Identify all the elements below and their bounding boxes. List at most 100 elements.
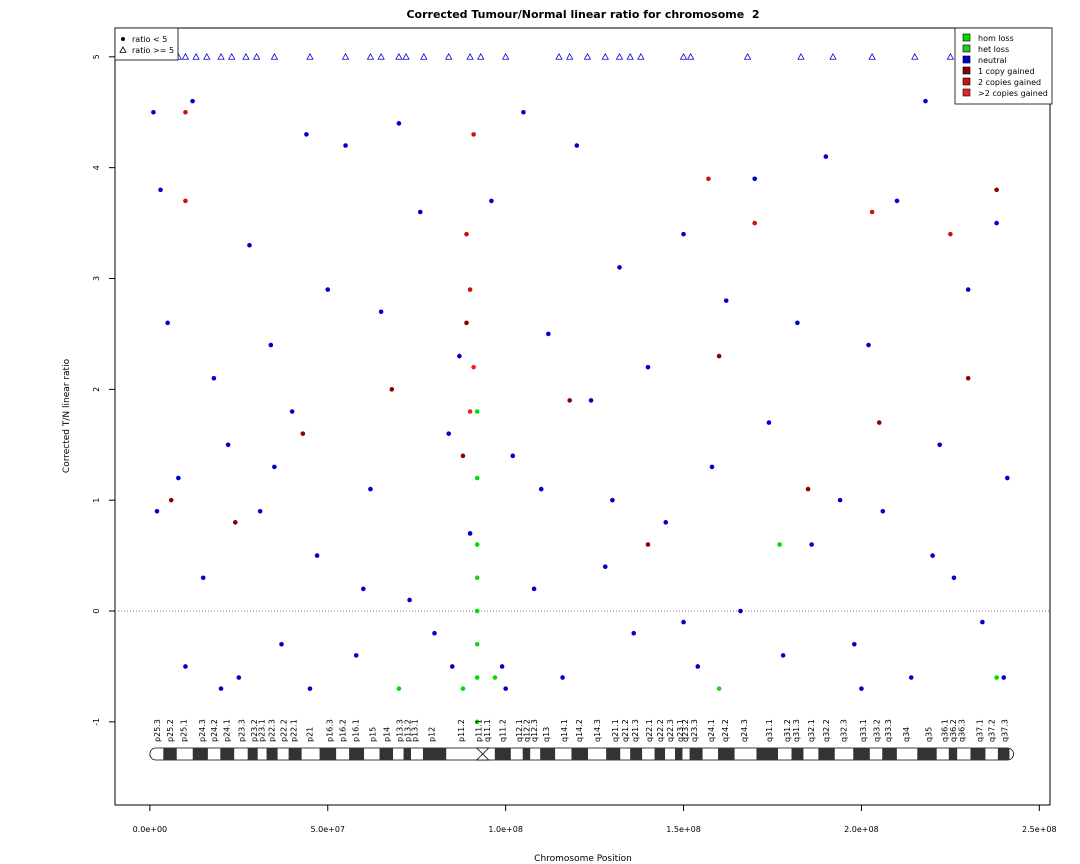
band-label: q31.3	[792, 719, 801, 742]
band-label: q36.3	[957, 719, 966, 742]
ideogram-band	[606, 748, 621, 760]
capped-point	[829, 52, 837, 60]
capped-point	[797, 52, 805, 60]
data-point	[859, 686, 864, 691]
data-point	[602, 564, 608, 569]
capped-point	[192, 52, 200, 60]
legend-label: >2 copies gained	[978, 89, 1048, 98]
data-point	[723, 298, 729, 303]
ideogram-band	[675, 748, 683, 760]
legend-swatch	[962, 33, 971, 42]
data-point	[183, 198, 188, 204]
data-point	[325, 287, 331, 292]
data-point	[183, 109, 188, 115]
data-point	[663, 520, 669, 525]
data-point	[965, 287, 971, 292]
data-point	[965, 375, 971, 381]
band-label: q23.2	[681, 719, 690, 742]
ideogram-band	[718, 748, 735, 760]
data-point	[165, 320, 170, 326]
data-point	[353, 653, 359, 658]
x-axis-label: Chromosome Position	[534, 854, 632, 864]
legend-swatch	[962, 66, 971, 75]
y-tick-label: 0	[92, 608, 101, 613]
legend-label: ratio < 5	[132, 35, 167, 44]
capped-point	[181, 52, 190, 60]
data-point	[567, 398, 572, 403]
band-label: q37.1	[976, 719, 985, 742]
data-point	[869, 209, 875, 215]
data-point	[631, 630, 637, 636]
data-point	[1005, 475, 1010, 481]
capped-point	[341, 52, 350, 60]
band-label: q36.2	[949, 719, 958, 742]
y-tick-label: -1	[92, 718, 101, 726]
ideogram-band	[379, 748, 394, 760]
band-label: q24.2	[721, 719, 730, 742]
data-point	[923, 98, 928, 104]
band-label: q35	[925, 727, 934, 742]
data-point	[471, 364, 476, 370]
band-label: p25.1	[180, 719, 189, 742]
capped-point	[306, 52, 314, 60]
data-point	[268, 342, 274, 348]
capped-point	[743, 52, 752, 60]
band-label: q21.3	[631, 719, 640, 742]
data-point	[645, 542, 651, 547]
data-point	[236, 675, 242, 680]
capped-point	[566, 52, 574, 60]
data-point	[154, 508, 160, 514]
data-point	[560, 675, 565, 680]
band-label: q11.2	[498, 719, 507, 742]
data-point	[805, 486, 811, 492]
band-label: p23.2	[250, 719, 259, 742]
data-point	[304, 132, 309, 137]
data-point	[994, 220, 999, 226]
legend-swatch	[962, 88, 971, 97]
band-label: p13.3	[396, 719, 405, 742]
band-label: q33.2	[873, 719, 882, 742]
data-point	[617, 265, 622, 270]
data-point	[752, 220, 757, 226]
data-point	[389, 387, 395, 392]
capped-point	[445, 52, 453, 60]
band-label: p24.1	[223, 719, 232, 742]
capped-point	[583, 52, 592, 60]
legend-swatch	[962, 77, 971, 86]
data-point	[289, 409, 295, 414]
band-label: q14.2	[575, 719, 584, 742]
capped-point	[242, 52, 250, 60]
band-label: q23.1	[676, 719, 685, 742]
data-point	[681, 231, 686, 237]
data-point	[471, 132, 476, 137]
capped-point	[501, 52, 510, 60]
data-point	[247, 242, 252, 248]
capped-point	[615, 52, 624, 60]
band-label: p12	[427, 727, 436, 742]
capped-point	[252, 52, 261, 60]
data-point	[716, 353, 722, 359]
data-point	[176, 475, 181, 481]
band-label: q33.1	[859, 719, 868, 742]
band-label: p16.2	[339, 719, 348, 742]
data-point	[467, 287, 473, 292]
data-point	[200, 575, 206, 581]
data-point	[279, 641, 284, 647]
data-point	[183, 664, 188, 669]
data-point	[994, 675, 999, 680]
capped-point	[637, 52, 645, 60]
ideogram-band	[791, 748, 804, 760]
capped-point	[868, 52, 876, 60]
data-point	[980, 619, 985, 625]
band-label: q12.3	[530, 719, 539, 742]
band-label: q32.3	[840, 719, 849, 742]
data-point	[752, 176, 757, 182]
data-point	[300, 431, 306, 436]
chart-title: Corrected Tumour/Normal linear ratio for…	[406, 8, 759, 21]
y-tick-label: 1	[92, 498, 101, 503]
ideogram-band	[970, 748, 986, 760]
band-label: p23.3	[238, 719, 247, 742]
data-point	[852, 641, 857, 647]
band-label: q24.1	[707, 719, 716, 742]
ideogram-band	[630, 748, 643, 760]
